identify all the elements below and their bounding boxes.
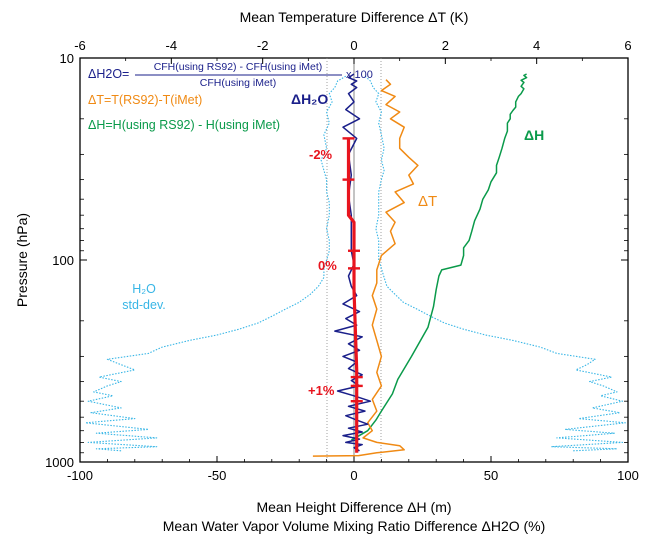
stddev-annotation-2: std-dev.	[122, 298, 166, 312]
dh2o-annotation: ΔH₂O	[291, 91, 328, 107]
series-mean-dh2o	[346, 138, 359, 453]
bottom-axis-label2: Mean Water Vapor Volume Mixing Ratio Dif…	[163, 518, 546, 534]
legend-dh2o-prefix: ΔH2O=	[88, 67, 129, 81]
bottom-tick-label: -50	[208, 468, 227, 483]
legend-dh2o-suffix: x 100	[346, 69, 373, 81]
top-tick-label: -6	[74, 38, 86, 53]
pct-label-0: 0%	[318, 258, 337, 273]
pct-label-plus1: +1%	[308, 383, 335, 398]
bottom-tick-label: 100	[617, 468, 639, 483]
series-h2o-stddev	[364, 75, 626, 452]
top-tick-label: 2	[442, 38, 449, 53]
dh-annotation: ΔH	[524, 127, 544, 143]
pct-label-minus2: -2%	[309, 147, 333, 162]
legend-dh: ΔH=H(using RS92) - H(using iMet)	[88, 118, 280, 132]
legend-dh2o-numerator: CFH(using RS92) - CFH(using iMet)	[154, 61, 323, 73]
legend-dt: ΔT=T(RS92)-T(iMet)	[88, 93, 202, 107]
series-h2o-stddev	[84, 75, 347, 452]
legend-dh2o-denominator: CFH(using iMet)	[200, 77, 276, 89]
dt-annotation: ΔT	[418, 193, 437, 210]
bottom-axis-label: Mean Height Difference ΔH (m)	[256, 499, 451, 515]
series-dt	[312, 79, 419, 457]
series-layer	[84, 73, 626, 457]
bottom-tick-label: 50	[484, 468, 498, 483]
top-tick-label: 6	[624, 38, 631, 53]
axis-ticks: -100 -50 0 50 100 -6 -4 -2 0 2 4 6 10 100 1000	[45, 38, 639, 483]
bottom-tick-label: -100	[67, 468, 93, 483]
stddev-annotation-1: H₂O	[132, 282, 156, 296]
top-tick-label: -2	[257, 38, 269, 53]
top-tick-label: 0	[350, 38, 357, 53]
series-dh	[350, 73, 528, 441]
y-tick-label: 1000	[45, 455, 74, 470]
top-tick-label: 4	[533, 38, 540, 53]
y-tick-label: 10	[60, 51, 74, 66]
legend: ΔH2O= CFH(using RS92) - CFH(using iMet) …	[88, 61, 373, 132]
y-tick-label: 100	[52, 253, 74, 268]
y-axis-label: Pressure (hPa)	[14, 213, 30, 307]
bottom-tick-label: 0	[350, 468, 357, 483]
series-dh2o	[334, 73, 372, 452]
top-tick-label: -4	[166, 38, 178, 53]
top-axis-label: Mean Temperature Difference ΔT (K)	[240, 9, 469, 25]
